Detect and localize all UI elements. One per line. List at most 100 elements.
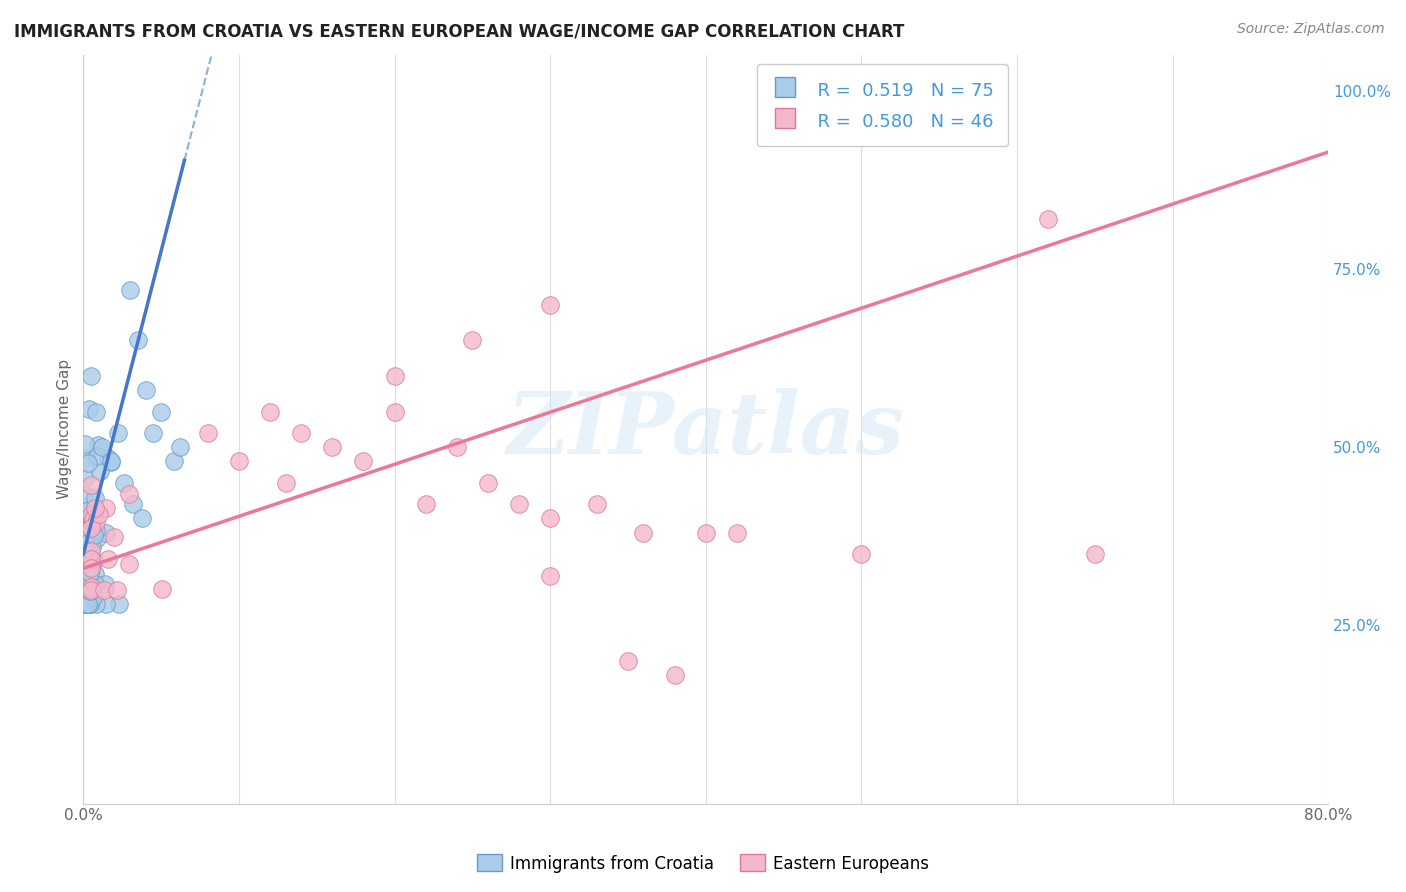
Point [142, 425, 165, 440]
Point [80, 477, 103, 491]
Point [135, 383, 157, 397]
Point [83, 505, 105, 519]
Point [633, 525, 655, 540]
Point [87, 507, 110, 521]
Point [79, 515, 101, 529]
Point [79, 597, 101, 611]
Point [725, 525, 748, 540]
Point [446, 440, 468, 454]
Point [75, 597, 97, 611]
Point [1084, 547, 1107, 561]
Point [84, 523, 107, 537]
Point [73, 470, 96, 484]
Point [169, 440, 191, 454]
Point [162, 454, 184, 468]
Point [79, 566, 101, 580]
Point [83, 576, 105, 591]
Point [80, 582, 103, 597]
Point [538, 511, 561, 525]
Point [80, 580, 103, 594]
Point [100, 455, 122, 469]
Point [73, 437, 96, 451]
Point [76, 504, 98, 518]
Point [107, 425, 129, 440]
Point [127, 333, 149, 347]
Point [94, 597, 117, 611]
Point [100, 454, 122, 468]
Point [290, 425, 312, 440]
Point [97, 451, 120, 466]
Point [84, 566, 107, 581]
Point [80, 508, 103, 522]
Point [86, 531, 108, 545]
Point [118, 284, 141, 298]
Legend: Immigrants from Croatia, Eastern Europeans: Immigrants from Croatia, Eastern Europea… [471, 847, 935, 880]
Point [77, 522, 100, 536]
Text: Source: ZipAtlas.com: Source: ZipAtlas.com [1237, 22, 1385, 37]
Point [73, 541, 96, 555]
Text: ZIPatlas: ZIPatlas [506, 388, 905, 471]
Point [197, 425, 219, 440]
Point [75, 566, 97, 581]
Point [84, 597, 107, 611]
Point [415, 497, 437, 511]
Point [118, 487, 141, 501]
Point [94, 501, 117, 516]
Point [82, 516, 104, 530]
Point [89, 464, 111, 478]
Point [73, 597, 96, 611]
Point [695, 525, 717, 540]
Point [75, 597, 97, 611]
Point [76, 566, 98, 581]
Point [76, 559, 98, 574]
Point [84, 491, 107, 506]
Point [103, 529, 125, 543]
Point [228, 454, 250, 468]
Point [105, 582, 128, 597]
Text: IMMIGRANTS FROM CROATIA VS EASTERN EUROPEAN WAGE/INCOME GAP CORRELATION CHART: IMMIGRANTS FROM CROATIA VS EASTERN EUROP… [14, 22, 904, 40]
Point [80, 561, 103, 575]
Point [108, 597, 131, 611]
Point [82, 511, 104, 525]
Point [77, 569, 100, 583]
Point [617, 654, 640, 668]
Point [538, 568, 561, 582]
Point [118, 557, 141, 571]
Point [77, 597, 100, 611]
Point [77, 490, 100, 504]
Point [77, 456, 100, 470]
Point [79, 585, 101, 599]
Legend:   R =  0.519   N = 75,   R =  0.580   N = 46: R = 0.519 N = 75, R = 0.580 N = 46 [756, 64, 1008, 146]
Point [79, 559, 101, 574]
Point [112, 475, 135, 490]
Point [75, 450, 97, 465]
Point [508, 497, 530, 511]
Point [477, 475, 499, 490]
Point [259, 404, 281, 418]
Point [585, 497, 607, 511]
Point [86, 449, 108, 463]
Point [79, 553, 101, 567]
Point [83, 528, 105, 542]
Point [79, 597, 101, 611]
Point [664, 668, 686, 682]
Point [1036, 212, 1059, 227]
Point [77, 556, 100, 570]
Point [80, 368, 103, 383]
Point [94, 525, 117, 540]
Point [80, 512, 103, 526]
Point [75, 504, 97, 518]
Point [80, 521, 103, 535]
Point [80, 551, 103, 566]
Point [87, 438, 110, 452]
Point [352, 454, 374, 468]
Point [152, 582, 174, 596]
Point [76, 552, 98, 566]
Point [461, 333, 484, 347]
Point [93, 582, 115, 597]
Point [83, 553, 105, 567]
Point [77, 402, 100, 417]
Point [97, 552, 120, 566]
Point [384, 368, 406, 383]
Point [80, 540, 103, 554]
